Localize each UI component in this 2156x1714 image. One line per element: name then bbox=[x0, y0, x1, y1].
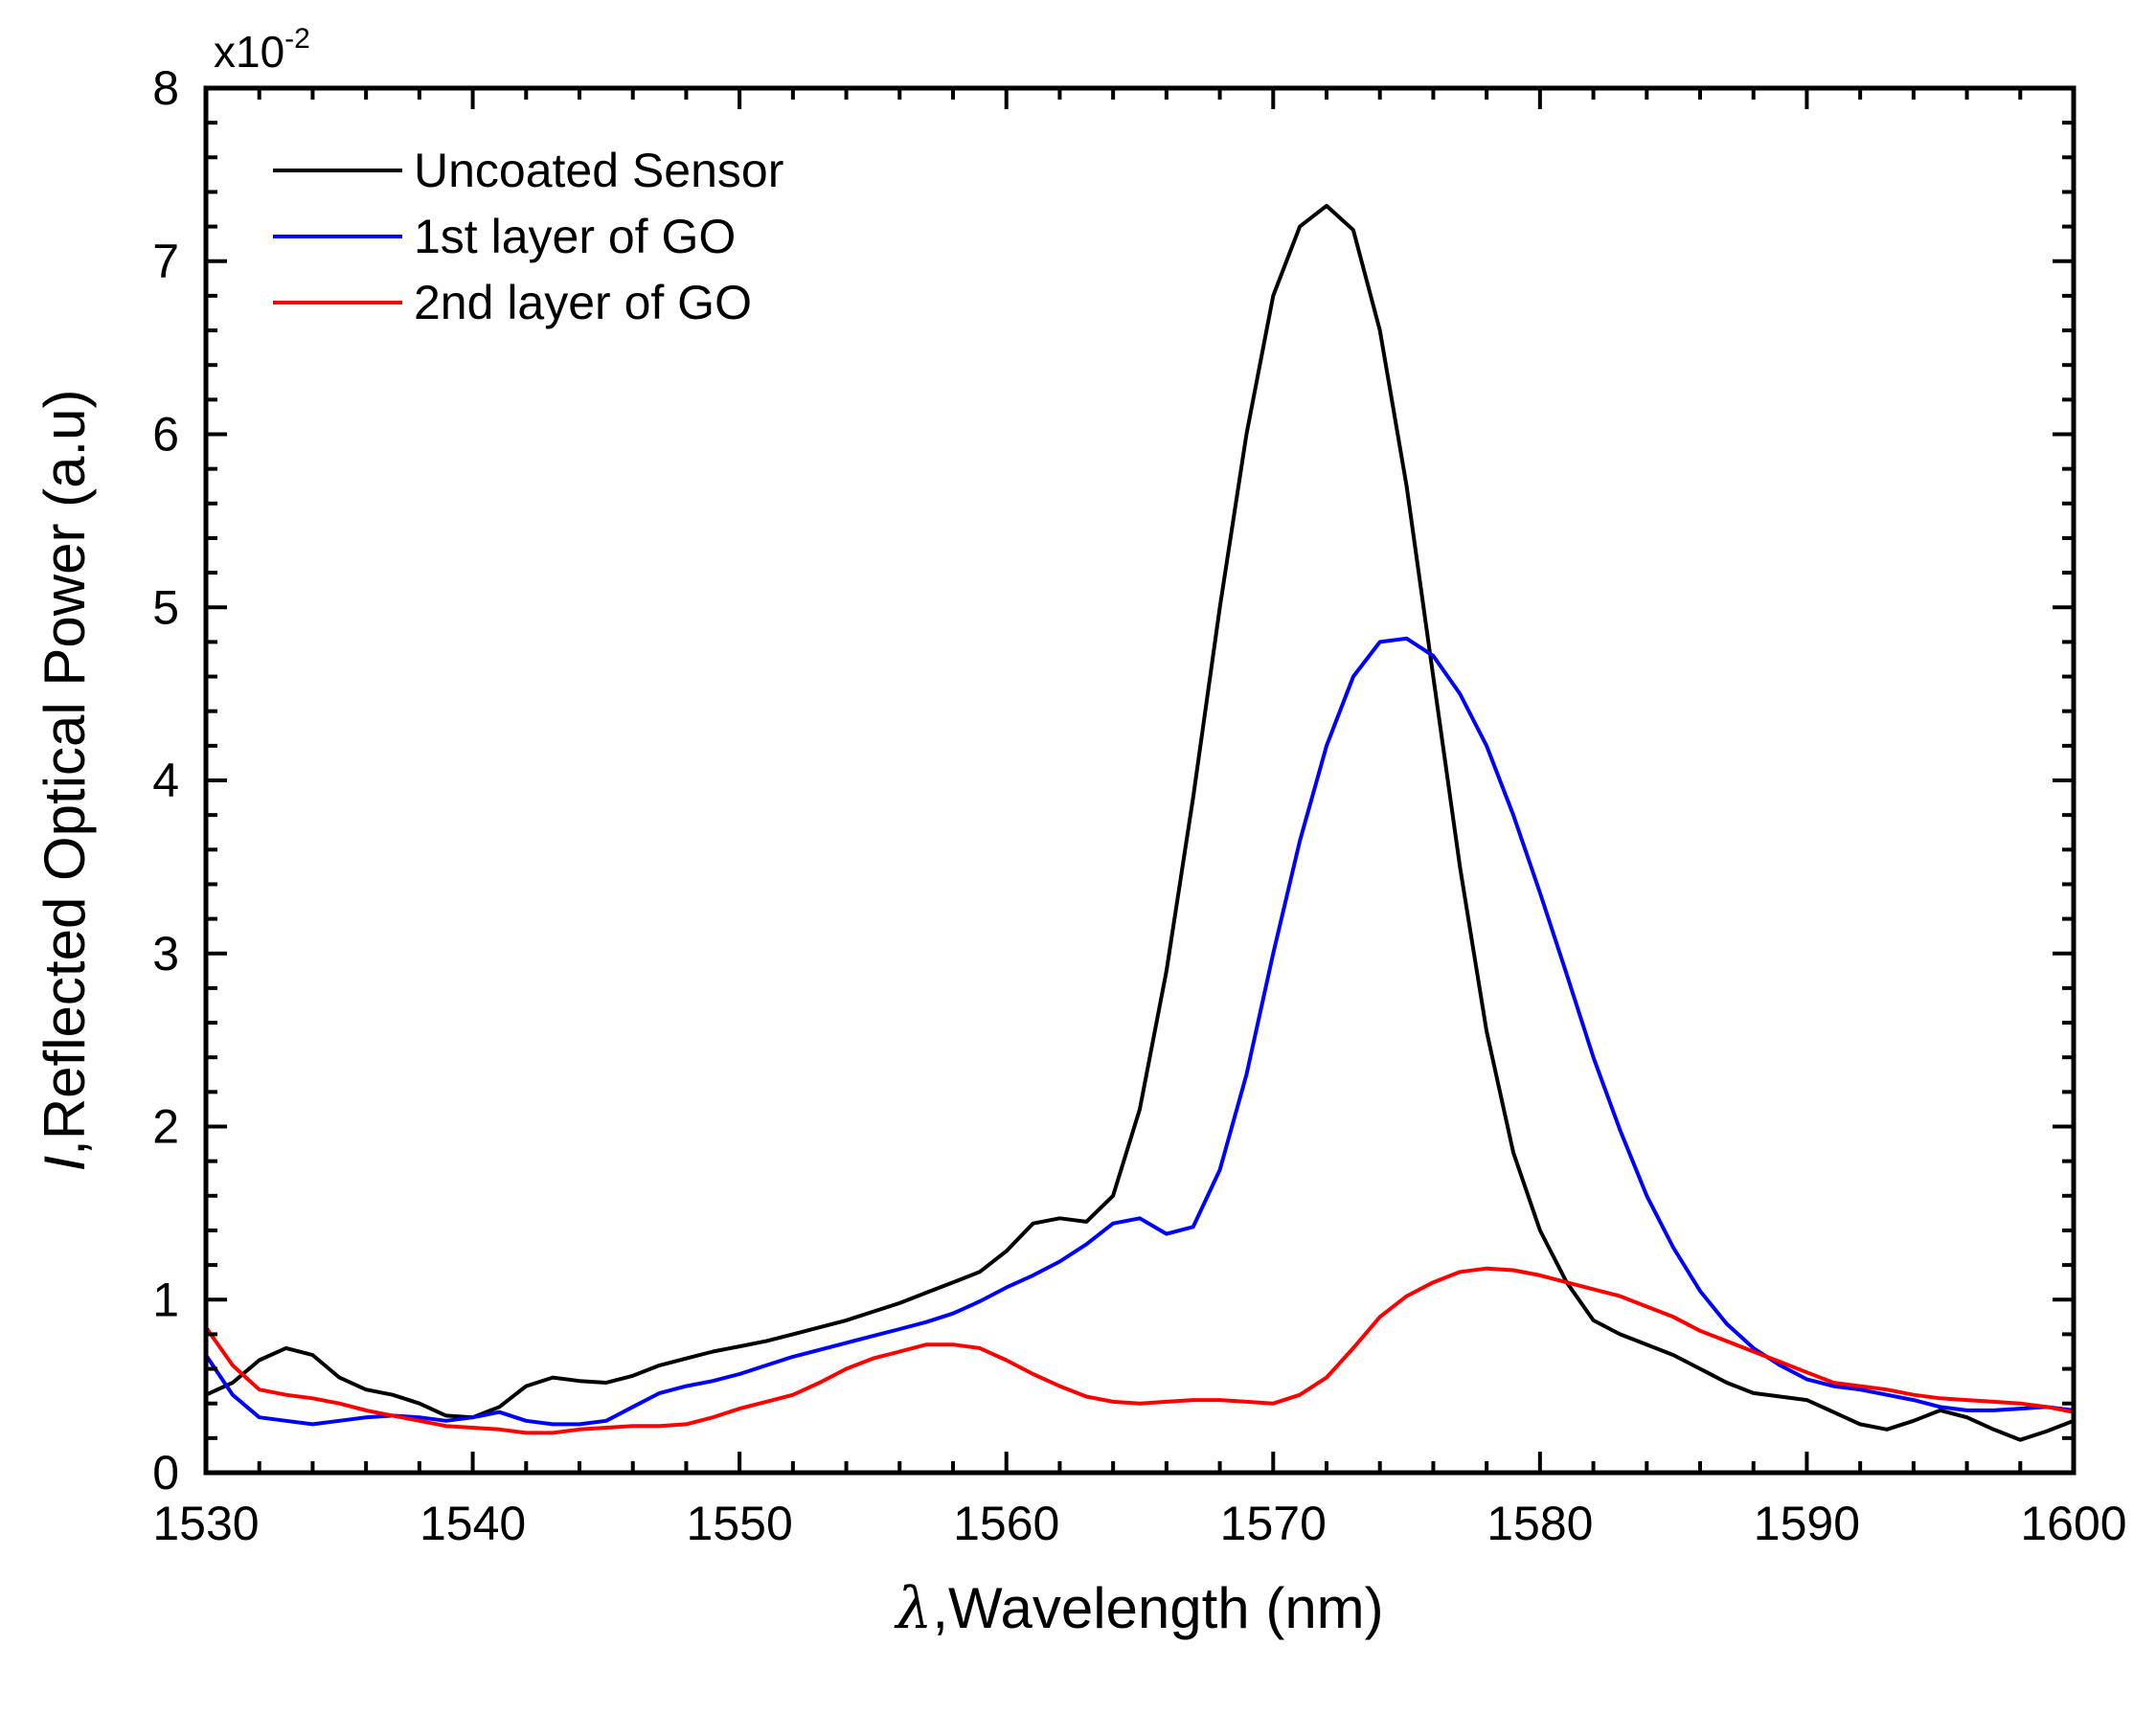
y-tick-label: 8 bbox=[152, 61, 179, 115]
y-axis-title: I,Reflected Optical Power (a.u) bbox=[33, 389, 97, 1171]
y-axis-exponent-label: x10-2 bbox=[214, 23, 310, 77]
y-exponent-power: -2 bbox=[284, 23, 310, 55]
series-line-1 bbox=[204, 203, 2076, 1442]
x-tick-label: 1560 bbox=[953, 1497, 1059, 1550]
x-tick-label: 1550 bbox=[687, 1497, 793, 1550]
y-tick-label: 4 bbox=[152, 754, 179, 807]
x-tick-label: 1530 bbox=[152, 1497, 259, 1550]
x-axis-title-symbol: λ bbox=[894, 1575, 932, 1642]
y-tick-label: 2 bbox=[152, 1100, 179, 1154]
y-tick-label: 7 bbox=[152, 235, 179, 288]
series-layer bbox=[204, 203, 2076, 1442]
legend: Uncoated Sensor 1st layer of GO 2nd layer … bbox=[273, 144, 783, 329]
x-axis-title: λ,Wavelength (nm) bbox=[894, 1575, 1383, 1642]
x-tick-label: 1540 bbox=[420, 1497, 526, 1550]
y-tick-label: 1 bbox=[152, 1273, 179, 1326]
x-tick-label: 1580 bbox=[1487, 1497, 1593, 1550]
x-tick-label: 1590 bbox=[1754, 1497, 1860, 1550]
x-tick-label: 1600 bbox=[2020, 1497, 2126, 1550]
y-tick-label: 3 bbox=[152, 927, 179, 981]
plot-frame bbox=[203, 85, 2077, 1476]
y-tick-label: 5 bbox=[152, 580, 179, 634]
legend-label-2: 1st layer of GO bbox=[414, 210, 736, 263]
labels-layer: 1530 1540 1550 1560 1570 1580 1590 1600 0 1 2 3 4 5 6 7… bbox=[152, 61, 2126, 1550]
y-tick-label: 6 bbox=[152, 408, 179, 462]
series-line-2 bbox=[204, 636, 2076, 1427]
y-tick-label: 0 bbox=[152, 1446, 179, 1500]
legend-label-1: Uncoated Sensor bbox=[414, 144, 783, 197]
legend-label-3: 2nd layer of GO bbox=[414, 276, 752, 329]
y-exponent-base: x10 bbox=[214, 27, 284, 77]
x-tick-label: 1570 bbox=[1220, 1497, 1327, 1550]
y-axis-title-text: ,Reflected Optical Power (a.u) bbox=[33, 389, 97, 1155]
x-axis-title-text: ,Wavelength (nm) bbox=[932, 1576, 1383, 1640]
series-line-3 bbox=[204, 1266, 2076, 1435]
y-axis-title-symbol: I bbox=[33, 1156, 97, 1172]
